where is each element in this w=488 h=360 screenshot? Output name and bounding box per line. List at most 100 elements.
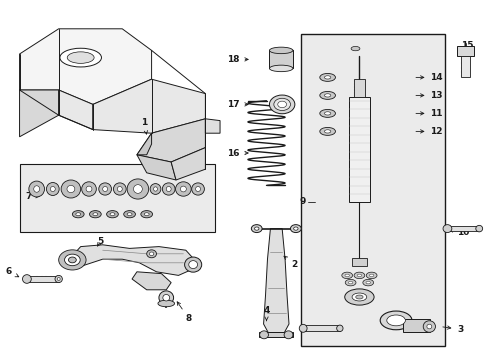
Bar xyxy=(268,50,293,68)
Ellipse shape xyxy=(144,213,149,216)
Ellipse shape xyxy=(158,300,174,307)
Polygon shape xyxy=(137,133,151,155)
Ellipse shape xyxy=(127,179,148,199)
Ellipse shape xyxy=(60,48,102,67)
Circle shape xyxy=(68,257,76,263)
Ellipse shape xyxy=(341,272,352,279)
Polygon shape xyxy=(205,119,220,133)
Text: 9: 9 xyxy=(299,197,305,206)
Polygon shape xyxy=(263,229,288,333)
Text: 6: 6 xyxy=(6,267,19,277)
Ellipse shape xyxy=(423,321,435,332)
Polygon shape xyxy=(137,155,176,180)
Text: 3: 3 xyxy=(442,325,463,334)
Ellipse shape xyxy=(269,95,294,114)
Ellipse shape xyxy=(475,225,482,232)
Ellipse shape xyxy=(150,184,161,194)
Ellipse shape xyxy=(180,186,186,192)
Bar xyxy=(348,97,369,202)
Ellipse shape xyxy=(324,130,330,133)
Ellipse shape xyxy=(347,282,352,284)
Bar xyxy=(27,276,59,282)
Bar xyxy=(303,325,339,331)
Text: 1: 1 xyxy=(141,118,147,134)
Ellipse shape xyxy=(76,213,81,216)
Ellipse shape xyxy=(345,274,348,277)
Polygon shape xyxy=(171,148,205,180)
Ellipse shape xyxy=(110,213,115,216)
Ellipse shape xyxy=(273,98,290,111)
Ellipse shape xyxy=(29,181,44,197)
Ellipse shape xyxy=(324,76,330,79)
Ellipse shape xyxy=(355,295,362,299)
Ellipse shape xyxy=(113,183,126,195)
Ellipse shape xyxy=(356,274,361,277)
Ellipse shape xyxy=(57,278,60,280)
Text: 11: 11 xyxy=(415,109,442,118)
Polygon shape xyxy=(20,90,59,137)
Bar xyxy=(447,226,478,231)
Ellipse shape xyxy=(336,325,343,332)
Text: 17: 17 xyxy=(226,100,247,109)
Ellipse shape xyxy=(153,187,157,191)
Ellipse shape xyxy=(123,211,135,218)
Ellipse shape xyxy=(350,46,359,51)
Ellipse shape xyxy=(324,112,330,115)
Ellipse shape xyxy=(269,65,292,72)
Ellipse shape xyxy=(345,279,355,286)
Ellipse shape xyxy=(61,180,81,198)
Ellipse shape xyxy=(99,183,111,195)
Ellipse shape xyxy=(319,127,335,135)
Text: 13: 13 xyxy=(415,91,442,100)
Ellipse shape xyxy=(81,182,96,196)
Text: 16: 16 xyxy=(226,149,247,158)
Bar xyxy=(353,79,365,97)
Ellipse shape xyxy=(362,279,373,286)
Text: 14: 14 xyxy=(415,73,442,82)
Ellipse shape xyxy=(277,101,286,108)
Ellipse shape xyxy=(369,274,373,277)
Ellipse shape xyxy=(72,211,84,218)
Text: 4: 4 xyxy=(263,306,269,321)
Ellipse shape xyxy=(149,252,153,256)
Ellipse shape xyxy=(163,294,169,301)
Text: 5: 5 xyxy=(97,238,103,247)
Bar xyxy=(20,164,215,232)
Ellipse shape xyxy=(380,311,411,330)
Ellipse shape xyxy=(442,225,451,233)
Polygon shape xyxy=(137,119,205,162)
Ellipse shape xyxy=(426,324,431,329)
Bar xyxy=(403,319,429,332)
Ellipse shape xyxy=(117,186,122,192)
Ellipse shape xyxy=(254,227,258,230)
Ellipse shape xyxy=(141,211,152,218)
Ellipse shape xyxy=(166,186,171,192)
Ellipse shape xyxy=(188,261,197,269)
Text: 18: 18 xyxy=(226,55,247,64)
Ellipse shape xyxy=(284,331,292,339)
Polygon shape xyxy=(59,90,93,130)
Ellipse shape xyxy=(102,186,107,192)
Ellipse shape xyxy=(106,211,118,218)
Ellipse shape xyxy=(67,185,75,193)
Circle shape xyxy=(64,254,80,266)
Ellipse shape xyxy=(191,183,204,195)
Ellipse shape xyxy=(22,275,31,283)
Ellipse shape xyxy=(50,186,55,192)
Polygon shape xyxy=(93,79,205,133)
Text: 8: 8 xyxy=(177,302,192,323)
Ellipse shape xyxy=(324,94,330,97)
Ellipse shape xyxy=(127,213,132,216)
Ellipse shape xyxy=(162,183,175,195)
Ellipse shape xyxy=(319,73,335,81)
Ellipse shape xyxy=(46,183,59,195)
Ellipse shape xyxy=(89,211,101,218)
Ellipse shape xyxy=(86,186,92,192)
Bar xyxy=(300,34,444,346)
Ellipse shape xyxy=(293,227,297,230)
Ellipse shape xyxy=(353,272,364,279)
Text: 15: 15 xyxy=(460,41,472,50)
Bar xyxy=(460,56,469,77)
Text: 10: 10 xyxy=(448,228,468,237)
Ellipse shape xyxy=(366,272,376,279)
